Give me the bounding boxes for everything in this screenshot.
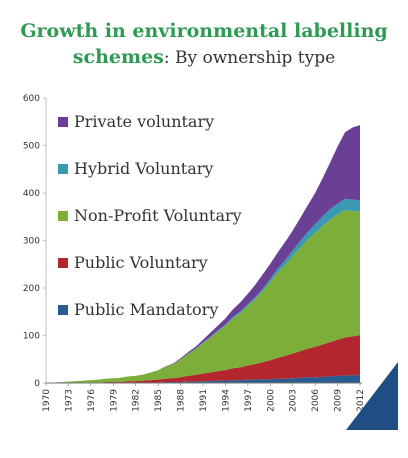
title-line-2-rest: : By ownership type	[163, 48, 336, 68]
x-tick-label-1976: 1976	[87, 389, 97, 412]
y-tick-label-0: 0	[34, 379, 40, 389]
area-hybrid-voluntary	[46, 198, 360, 383]
legend-swatch-private-voluntary	[58, 117, 68, 127]
title-line-2-green: schemes	[72, 46, 164, 68]
y-tick-label-600: 600	[23, 94, 40, 104]
legend-label-non-profit-voluntary: Non-Profit Voluntary	[74, 206, 242, 225]
legend-swatch-non-profit-voluntary	[58, 211, 68, 221]
legend-label-private-voluntary: Private voluntary	[74, 112, 214, 131]
x-tick-label-1973: 1973	[64, 389, 74, 412]
x-tick-label-1994: 1994	[221, 389, 231, 412]
legend-swatch-public-mandatory	[58, 305, 68, 315]
y-tick-label-400: 400	[23, 189, 40, 199]
x-tick-label-2009: 2009	[334, 389, 344, 412]
area-series-group	[46, 125, 360, 383]
y-tick-label-200: 200	[23, 284, 40, 294]
area-public-mandatory	[46, 374, 360, 383]
title-line-1-text: Growth in environmental labelling	[20, 20, 388, 42]
x-tick-label-2006: 2006	[311, 389, 321, 412]
legend-swatch-hybrid-voluntary	[58, 164, 68, 174]
x-tick-label-2012: 2012	[356, 389, 366, 412]
x-tick-label-1979: 1979	[109, 389, 119, 412]
x-tick-label-1991: 1991	[199, 389, 209, 412]
legend-swatch-public-voluntary	[58, 258, 68, 268]
y-tick-label-500: 500	[23, 142, 40, 152]
legend-label-public-mandatory: Public Mandatory	[74, 300, 218, 319]
corner-triangle-shape	[346, 362, 398, 430]
x-tick-label-1970: 1970	[42, 389, 52, 412]
y-tick-label-300: 300	[23, 237, 40, 247]
x-tick-label-2003: 2003	[289, 389, 299, 412]
y-tick-label-100: 100	[23, 332, 40, 342]
area-non-profit-voluntary	[46, 210, 360, 383]
axes-group: 0 100 200 300 400 500 600 1970 1973 1976 1979 1982 1…	[23, 94, 366, 412]
x-tick-label-2000: 2000	[266, 389, 276, 412]
chart-title: Growth in environmental labelling scheme…	[0, 18, 408, 71]
title-line-2: schemes: By ownership type	[0, 44, 408, 71]
legend-label-hybrid-voluntary: Hybrid Voluntary	[74, 159, 213, 178]
x-tick-label-1988: 1988	[177, 389, 187, 412]
x-tick-label-1997: 1997	[244, 389, 254, 412]
title-line-1: Growth in environmental labelling	[0, 18, 408, 44]
x-tick-label-1982: 1982	[132, 389, 142, 412]
x-tick-label-1985: 1985	[154, 389, 164, 412]
area-public-voluntary	[46, 335, 360, 383]
legend: Private voluntary Hybrid Voluntary Non-Pro…	[58, 112, 242, 319]
legend-label-public-voluntary: Public Voluntary	[74, 253, 208, 272]
